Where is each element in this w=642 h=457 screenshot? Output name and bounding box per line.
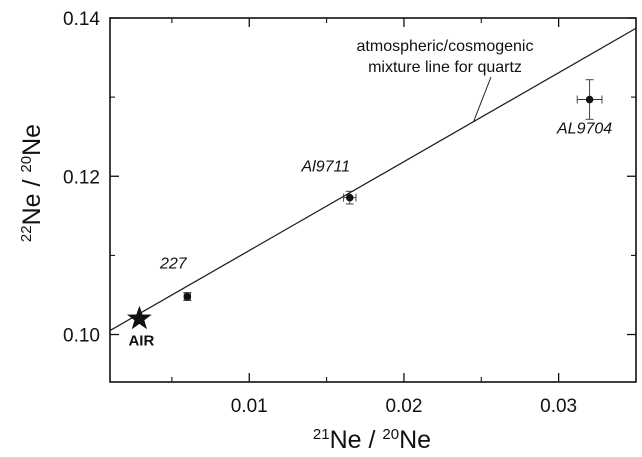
data-point-1: [345, 193, 354, 202]
mixture-line: [109, 27, 637, 332]
air-label: AIR: [128, 333, 154, 350]
data-point-label-2: AL9704: [556, 121, 612, 138]
x-tick-label-0: 0.01: [231, 396, 268, 417]
axis-tick-labels: 0.01 0.02 0.03 0.10 0.12 0.14: [63, 9, 577, 417]
sample-labels-layer: 227 Al9711 AL9704 AIR: [128, 121, 612, 350]
data-point-0: [183, 292, 192, 301]
data-point-label-0: 227: [159, 256, 188, 273]
mixture-line-annotation-1: mixture line for quartz: [368, 59, 522, 76]
x-axis-label: 21Ne / 20Ne: [313, 426, 431, 454]
data-point-label-1: Al9711: [300, 159, 350, 176]
x-tick-label-1: 0.02: [385, 396, 422, 417]
plot-frame: [109, 17, 637, 383]
y-axis-label: 22Ne / 20Ne: [18, 124, 46, 242]
mixture-line-layer: atmospheric/cosmogenic mixture line for q…: [109, 27, 637, 332]
mixture-line-annotation-leader: [473, 76, 492, 122]
air-star-marker: [127, 305, 152, 330]
y-tick-label-1: 0.12: [63, 167, 100, 188]
plot-axes: [109, 17, 637, 383]
data-points-layer: [127, 79, 603, 330]
data-point-2: [585, 95, 594, 104]
y-tick-label-2: 0.14: [63, 9, 100, 30]
axis-ticks: [110, 17, 636, 382]
x-tick-label-2: 0.03: [540, 396, 577, 417]
y-tick-label-0: 0.10: [63, 326, 100, 347]
mixture-line-annotation-0: atmospheric/cosmogenic: [357, 38, 534, 55]
